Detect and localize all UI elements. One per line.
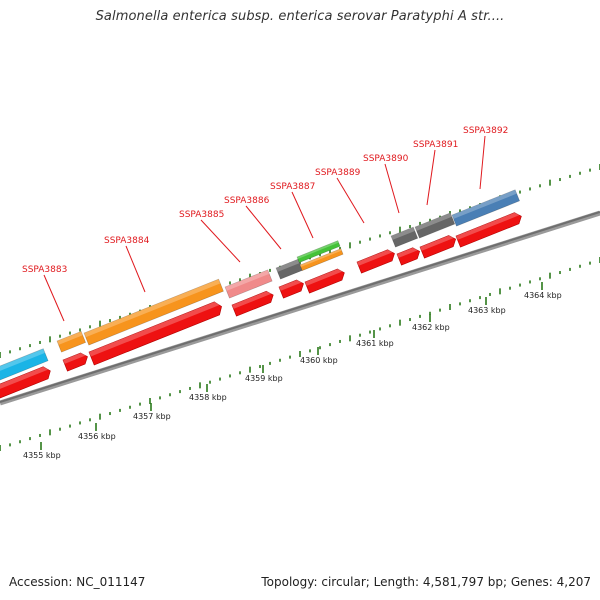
gene-box-sspa3889[interactable]	[390, 226, 419, 248]
kbp-tick: 4357 kbp	[133, 403, 171, 421]
gene-label-text[interactable]: SSPA3892	[463, 126, 508, 136]
gene-box-sspa3884[interactable]	[83, 278, 224, 346]
gene-box-cyan[interactable]	[0, 348, 49, 381]
gene-label-sspa3883[interactable]: SSPA3883	[22, 265, 67, 322]
gene-label-sspa3884[interactable]: SSPA3884	[104, 236, 150, 293]
gene-label-text[interactable]: SSPA3884	[104, 236, 150, 246]
cds-arrow[interactable]	[304, 267, 347, 294]
kbp-tick-label: 4360 kbp	[300, 356, 338, 365]
kbp-tick: 4360 kbp	[300, 347, 338, 365]
kbp-tick: 4363 kbp	[468, 297, 506, 315]
kbp-tick-label: 4358 kbp	[189, 393, 227, 402]
gene-label-text[interactable]: SSPA3889	[315, 168, 361, 178]
cds-arrow[interactable]	[0, 364, 53, 399]
gene-label-sspa3890[interactable]: SSPA3890	[363, 154, 409, 214]
kbp-tick-label: 4356 kbp	[78, 432, 116, 441]
genome-summary-text: Topology: circular; Length: 4,581,797 bp…	[261, 575, 591, 589]
gene-box-sspa3883[interactable]	[56, 330, 86, 353]
gene-label-text[interactable]: SSPA3891	[413, 140, 458, 150]
kbp-tick: 4362 kbp	[412, 314, 450, 332]
kbp-tick-label: 4364 kbp	[524, 291, 562, 300]
cds-arrow[interactable]	[231, 289, 275, 317]
gene-box-sspa3887b[interactable]	[299, 248, 344, 271]
gene-box-sspa3887[interactable]	[296, 240, 341, 263]
kbp-tick: 4355 kbp	[23, 442, 61, 460]
kbp-tick-label: 4363 kbp	[468, 306, 506, 315]
gene-label-text[interactable]: SSPA3883	[22, 265, 67, 275]
kbp-tick-label: 4357 kbp	[133, 412, 171, 421]
gene-label-text[interactable]: SSPA3886	[224, 196, 270, 206]
cds-arrow[interactable]	[419, 233, 458, 259]
gene-label-sspa3887[interactable]: SSPA3887	[270, 182, 315, 239]
gene-label-sspa3886[interactable]: SSPA3886	[224, 196, 282, 250]
gene-box-sspa3885[interactable]	[224, 269, 273, 299]
gene-label-sspa3891[interactable]: SSPA3891	[413, 140, 458, 206]
genome-title: Salmonella enterica subsp. enterica sero…	[95, 9, 505, 24]
cds-arrow[interactable]	[278, 278, 306, 299]
gene-label-text[interactable]: SSPA3890	[363, 154, 409, 164]
cds-arrow[interactable]	[396, 245, 422, 266]
gene-label-text[interactable]: SSPA3885	[179, 210, 224, 220]
cds-arrow[interactable]	[88, 300, 224, 366]
kbp-tick-label: 4362 kbp	[412, 323, 450, 332]
accession-text: Accession: NC_011147	[9, 575, 146, 589]
gene-box-sspa3890[interactable]	[414, 212, 456, 239]
kbp-tick: 4361 kbp	[356, 330, 394, 348]
kbp-tick: 4356 kbp	[78, 423, 116, 441]
gene-label-sspa3885[interactable]: SSPA3885	[179, 210, 241, 263]
backbone-core	[0, 211, 600, 403]
gene-label-sspa3892[interactable]: SSPA3892	[463, 126, 508, 190]
gene-label-sspa3889[interactable]: SSPA3889	[315, 168, 365, 224]
lower-tick-row	[0, 257, 600, 451]
kbp-tick-label: 4361 kbp	[356, 339, 394, 348]
cds-arrow[interactable]	[455, 210, 524, 248]
cds-arrow[interactable]	[356, 247, 397, 274]
kbp-tick-label: 4355 kbp	[23, 451, 61, 460]
cds-arrow[interactable]	[62, 351, 90, 372]
kbp-tick-label: 4359 kbp	[245, 374, 283, 383]
gene-box-sspa3892[interactable]	[451, 189, 520, 227]
kbp-tick: 4358 kbp	[189, 384, 227, 402]
kbp-tick: 4359 kbp	[245, 365, 283, 383]
kbp-tick: 4364 kbp	[524, 282, 562, 300]
gene-label-text[interactable]: SSPA3887	[270, 182, 315, 192]
gene-box-sspa3886[interactable]	[275, 258, 304, 280]
